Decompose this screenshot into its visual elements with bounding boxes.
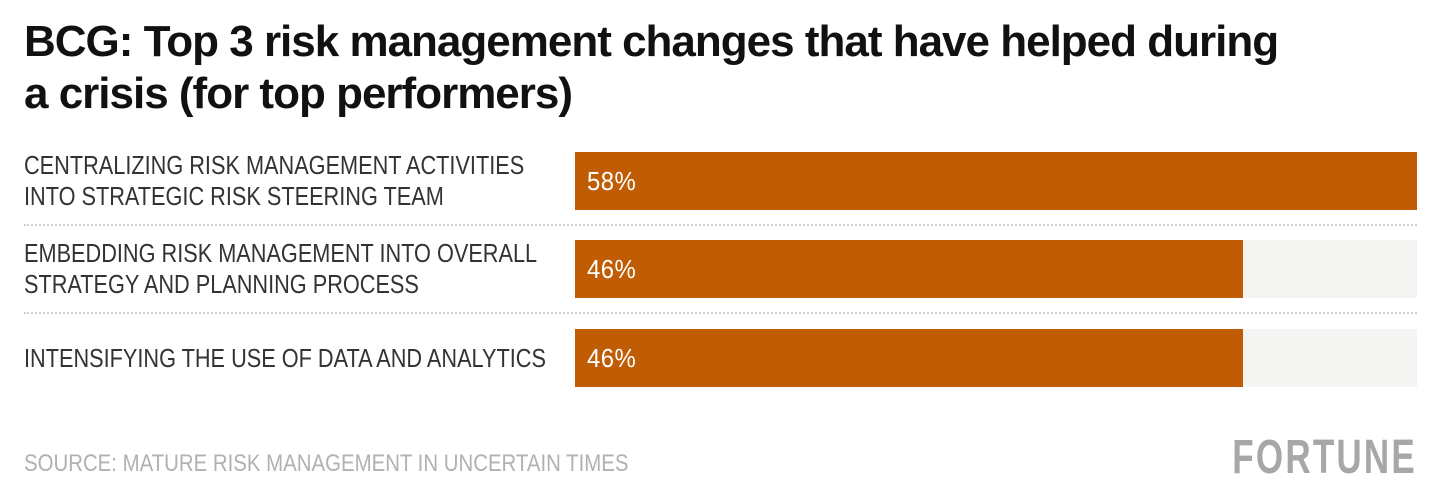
row-label-column: CENTRALIZING RISK MANAGEMENT ACTIVITIES … [24, 150, 575, 212]
fortune-logo: FORTUNE [1232, 431, 1417, 484]
bar-column: 46% [575, 240, 1417, 298]
row-label-column: EMBEDDING RISK MANAGEMENT INTO OVERALL S… [24, 238, 575, 300]
bar-column: 58% [575, 152, 1417, 210]
bar-fill: 58% [575, 152, 1417, 210]
bar-value-label: 58% [586, 165, 637, 196]
bar-track: 58% [575, 152, 1417, 210]
bar-row-3: INTENSIFYING THE USE OF DATA AND ANALYTI… [24, 314, 1417, 402]
bar-row-1: CENTRALIZING RISK MANAGEMENT ACTIVITIES … [24, 138, 1417, 226]
bar-fill: 46% [575, 240, 1243, 298]
bar-fill: 46% [575, 329, 1243, 387]
category-label: INTENSIFYING THE USE OF DATA AND ANALYTI… [24, 342, 546, 373]
bar-track: 46% [575, 329, 1417, 387]
source-text: SOURCE: MATURE RISK MANAGEMENT IN UNCERT… [24, 450, 629, 477]
row-label-column: INTENSIFYING THE USE OF DATA AND ANALYTI… [24, 343, 575, 374]
category-label: EMBEDDING RISK MANAGEMENT INTO OVERALL S… [24, 238, 537, 299]
bar-value-label: 46% [586, 342, 637, 373]
bar-track: 46% [575, 240, 1417, 298]
bar-value-label: 46% [586, 253, 637, 284]
chart-title: BCG: Top 3 risk management changes that … [24, 17, 1279, 118]
chart-footer: SOURCE: MATURE RISK MANAGEMENT IN UNCERT… [24, 431, 1417, 484]
bar-row-2: EMBEDDING RISK MANAGEMENT INTO OVERALL S… [24, 226, 1417, 314]
bar-column: 46% [575, 329, 1417, 387]
category-label: CENTRALIZING RISK MANAGEMENT ACTIVITIES … [24, 150, 525, 211]
bar-chart: CENTRALIZING RISK MANAGEMENT ACTIVITIES … [24, 138, 1417, 402]
